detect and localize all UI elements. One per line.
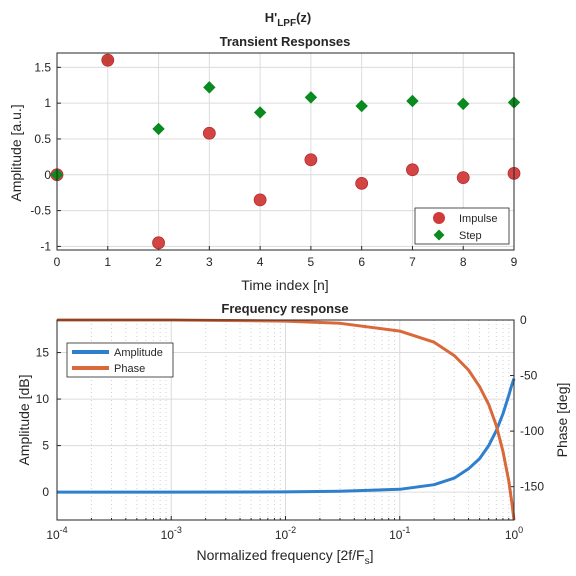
transient-xtick-label: 5 — [308, 255, 315, 269]
suptitle-sub: LPF — [277, 18, 296, 29]
frequency-ytick-right-label: 0 — [520, 313, 527, 327]
transient-legend-box — [414, 207, 510, 245]
frequency-ylabel-left: Amplitude [dB] — [16, 374, 32, 465]
frequency-legend: Amplitude Phase — [66, 342, 174, 378]
frequency-title: Frequency response — [221, 301, 348, 316]
legend-phase-label: Phase — [114, 363, 145, 375]
transient-ticks: 0 1 2 3 4 5 6 7 8 9 1.5 1 0.5 0 -0.5 -1 — [30, 60, 517, 269]
legend-amplitude-label: Amplitude — [114, 347, 163, 359]
transient-xtick-label: 8 — [460, 255, 467, 269]
frequency-xtick-label: 10-4 — [46, 525, 67, 542]
frequency-xlabel-main: Normalized frequency [2f/F — [197, 547, 365, 563]
transient-xtick-label: 6 — [358, 255, 365, 269]
transient-title: Transient Responses — [220, 34, 351, 49]
step-point — [355, 99, 368, 113]
frequency-ytick-left-label: 10 — [36, 392, 50, 406]
frequency-xtick-label: 10-3 — [161, 525, 182, 542]
amplitude-line — [57, 378, 516, 494]
transient-xtick-label: 3 — [206, 255, 213, 269]
transient-xlabel: Time index [n] — [241, 277, 328, 293]
transient-xtick-label: 9 — [511, 255, 518, 269]
transient-ytick-label: 1.5 — [34, 60, 51, 74]
frequency-ytick-left-label: 5 — [42, 439, 49, 453]
transient-ytick-label: 0.5 — [34, 132, 51, 146]
transient-xtick-label: 7 — [409, 255, 416, 269]
step-point — [406, 94, 419, 108]
impulse-point — [253, 193, 267, 207]
frequency-axes-box — [56, 319, 515, 521]
frequency-ytick-right-label: -50 — [520, 369, 538, 383]
legend-impulse-label: Impulse — [459, 213, 498, 225]
transient-plot: Transient Responses 0 1 2 3 4 5 6 7 8 9 1.5 1 0.5 0 -0… — [8, 34, 521, 293]
step-point — [152, 122, 165, 136]
impulse-point — [152, 236, 165, 250]
step-point — [203, 81, 216, 94]
transient-xtick-label: 1 — [104, 255, 111, 269]
frequency-ytick-left-label: 0 — [42, 485, 49, 499]
suptitle: H'LPF(z) — [265, 10, 312, 29]
frequency-legend-box — [66, 342, 174, 378]
frequency-ylabel-right: Phase [deg] — [554, 383, 570, 458]
step-point — [304, 91, 318, 104]
impulse-point — [456, 171, 470, 185]
frequency-xlabel: Normalized frequency [2f/Fs] — [197, 547, 374, 567]
transient-axes-box — [56, 52, 515, 251]
transient-xtick-label: 2 — [155, 255, 162, 269]
impulse-point — [304, 153, 318, 167]
suptitle-main: H' — [265, 10, 277, 25]
impulse-point — [406, 163, 419, 177]
impulse-point — [355, 176, 369, 190]
frequency-ytick-right-label: -100 — [520, 424, 544, 438]
phase-line — [57, 318, 516, 521]
transient-ytick-label: 0 — [44, 168, 51, 182]
step-point — [457, 97, 470, 111]
frequency-ytick-right-label: -150 — [520, 480, 544, 494]
step-point — [253, 106, 267, 119]
frequency-xtick-label: 10-2 — [275, 525, 296, 542]
frequency-ytick-left-label: 15 — [36, 346, 50, 360]
suptitle-tail: (z) — [296, 10, 311, 25]
frequency-xtick-label: 10-1 — [389, 525, 410, 542]
frequency-xlabel-tail: ] — [370, 547, 374, 563]
impulse-point — [202, 126, 216, 140]
transient-legend: Impulse Step — [414, 207, 510, 245]
frequency-xlabel-sub: s — [365, 556, 370, 567]
frequency-marks — [57, 318, 516, 521]
frequency-plot: Frequency response 10-4 10-3 10-2 10-1 10005… — [16, 301, 570, 567]
legend-step-marker — [433, 229, 445, 241]
legend-step-label: Step — [459, 230, 482, 242]
frequency-xtick-label: 100 — [505, 525, 523, 542]
legend-impulse-marker — [433, 212, 445, 224]
transient-ytick-label: -1 — [40, 239, 51, 253]
transient-ytick-label: -0.5 — [30, 204, 51, 218]
transient-xtick-label: 0 — [54, 255, 61, 269]
transient-ylabel: Amplitude [a.u.] — [8, 104, 24, 201]
impulse-point — [101, 53, 115, 67]
transient-xtick-label: 4 — [257, 255, 264, 269]
transient-ytick-label: 1 — [44, 96, 51, 110]
transient-grid — [56, 53, 515, 250]
